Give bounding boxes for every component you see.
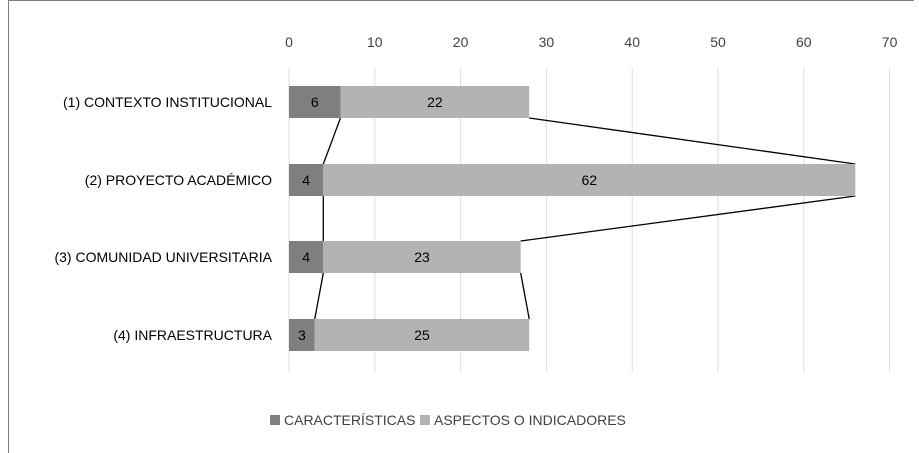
series-line	[520, 195, 856, 242]
x-tick-label: 30	[539, 34, 555, 50]
legend-label: CARACTERÍSTICAS	[284, 412, 415, 428]
bar-segment	[289, 319, 315, 351]
data-label: 3	[298, 327, 306, 343]
series-line	[314, 272, 324, 320]
category-label: (1) CONTEXTO INSTITUCIONAL	[63, 94, 272, 110]
bar-segment	[314, 319, 530, 351]
x-tick-label: 20	[453, 34, 469, 50]
data-label: 4	[302, 172, 310, 188]
x-tick-label: 60	[796, 34, 812, 50]
data-label: 62	[582, 172, 598, 188]
legend-label: ASPECTOS O INDICADORES	[434, 412, 626, 428]
x-tick-label: 40	[624, 34, 640, 50]
x-tick-label: 50	[710, 34, 726, 50]
x-axis-ticks: 0 10 20 30 40 50 60 70	[285, 34, 897, 50]
bar-segment	[289, 164, 324, 196]
category-label: (4) INFRAESTRUCTURA	[113, 327, 272, 343]
chart-frame	[8, 0, 914, 453]
x-tick-label: 0	[285, 34, 293, 50]
series-lines	[314, 117, 856, 320]
legend-swatch	[270, 415, 280, 425]
bar-segment	[289, 86, 341, 118]
bar-segment	[289, 241, 324, 273]
category-labels: (1) CONTEXTO INSTITUCIONAL (2) PROYECTO A…	[54, 94, 272, 343]
x-tick-label: 70	[882, 34, 898, 50]
category-label: (2) PROYECTO ACADÉMICO	[85, 172, 272, 188]
category-label: (3) COMUNIDAD UNIVERSITARIA	[54, 249, 272, 265]
legend-swatch	[420, 415, 430, 425]
data-label: 23	[414, 249, 430, 265]
data-label: 4	[302, 249, 310, 265]
data-label: 6	[311, 94, 319, 110]
series-line	[520, 272, 530, 320]
data-label: 25	[414, 327, 430, 343]
bar-segment	[323, 241, 521, 273]
bars: 6 22 4 62 4 23 3 25	[289, 86, 856, 351]
bar-segment	[323, 164, 856, 196]
data-label: 22	[427, 94, 443, 110]
legend: CARACTERÍSTICAS ASPECTOS O INDICADORES	[270, 412, 626, 428]
x-tick-label: 10	[367, 34, 383, 50]
gridlines	[288, 68, 891, 372]
bar-segment	[340, 86, 530, 118]
series-line	[529, 117, 856, 165]
series-line	[322, 117, 342, 165]
